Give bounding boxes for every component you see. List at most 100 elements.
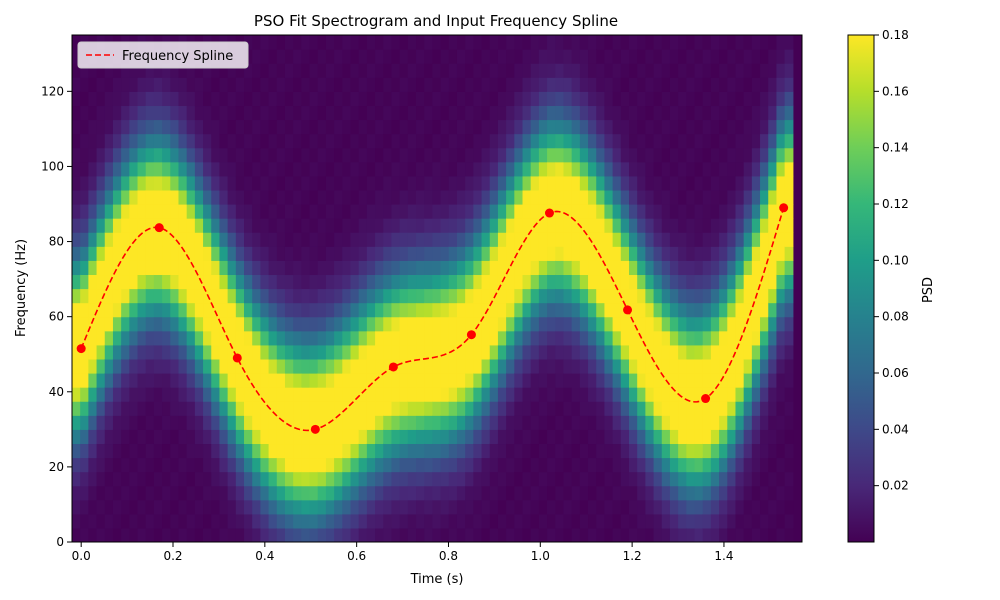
spectrogram-cell xyxy=(563,415,573,430)
spectrogram-cell xyxy=(407,288,417,304)
spectrogram-cell xyxy=(653,175,663,191)
spectrogram-cell xyxy=(473,344,483,360)
spectrogram-cell xyxy=(620,232,630,247)
spectrogram-cell xyxy=(186,429,196,445)
spectrogram-cell xyxy=(743,63,753,78)
spectrogram-cell xyxy=(579,401,589,416)
spectrogram-cell xyxy=(645,232,655,247)
spectrogram-cell xyxy=(784,471,794,487)
spline-control-point[interactable] xyxy=(232,353,242,363)
spectrogram-cell xyxy=(203,330,212,346)
spectrogram-cell xyxy=(776,499,786,515)
spectrogram-cell xyxy=(751,358,761,374)
spectrogram-cell xyxy=(260,513,270,529)
spectrogram-cell xyxy=(645,119,655,135)
spectrogram-cell xyxy=(653,35,663,50)
spectrogram-cell xyxy=(743,429,753,445)
spectrogram-cell xyxy=(276,105,286,121)
spectrogram-cell xyxy=(661,274,671,290)
spline-control-point[interactable] xyxy=(466,330,476,340)
spline-control-point[interactable] xyxy=(388,362,398,372)
spectrogram-cell xyxy=(194,387,204,402)
spline-control-point[interactable] xyxy=(779,203,789,213)
spectrogram-cell xyxy=(473,63,483,78)
spline-control-point[interactable] xyxy=(76,344,86,354)
spectrogram-cell xyxy=(563,485,573,501)
spectrogram-cell xyxy=(137,204,147,219)
spectrogram-cell xyxy=(170,513,180,529)
spectrogram-cell xyxy=(653,232,663,247)
spectrogram-cell xyxy=(694,527,704,542)
spectrogram-cell xyxy=(112,302,122,318)
spectrogram-cell xyxy=(309,49,319,64)
spectrogram-cell xyxy=(219,175,229,191)
spectrogram-cell xyxy=(121,316,130,332)
spectrogram-cell xyxy=(317,401,327,416)
spectrogram-cell xyxy=(358,175,368,191)
spectrogram-cell xyxy=(473,77,483,92)
spectrogram-cell xyxy=(768,527,778,542)
spectrogram-cell xyxy=(416,161,425,177)
spectrogram-cell xyxy=(571,387,581,402)
spectrogram-cell xyxy=(710,288,720,304)
spectrogram-cell xyxy=(768,373,778,388)
spectrogram-cell xyxy=(407,189,417,205)
spectrogram-cell xyxy=(645,189,655,205)
spectrogram-cell xyxy=(645,485,655,501)
spline-control-point[interactable] xyxy=(623,305,633,315)
spectrogram-cell xyxy=(784,204,794,219)
spectrogram-cell xyxy=(620,415,630,430)
spectrogram-cell xyxy=(104,288,114,304)
spectrogram-cell xyxy=(325,288,335,304)
spectrogram-cell xyxy=(219,527,229,542)
spectrogram-cell xyxy=(669,147,679,163)
spectrogram-cell xyxy=(219,485,229,501)
spectrogram-cell xyxy=(260,232,270,247)
spectrogram-cell xyxy=(768,330,778,346)
spectrogram-cell xyxy=(235,344,245,360)
spectrogram-cell xyxy=(719,49,728,64)
spectrogram-cell xyxy=(784,63,794,78)
spectrogram-cell xyxy=(235,161,245,177)
spectrogram-cell xyxy=(571,373,581,388)
spectrogram-cell xyxy=(325,105,335,121)
spectrogram-cell xyxy=(145,457,155,473)
spline-control-point[interactable] xyxy=(701,394,711,404)
spectrogram-cell xyxy=(334,316,343,332)
spline-control-point[interactable] xyxy=(154,223,164,233)
spectrogram-cell xyxy=(489,274,499,290)
spectrogram-cell xyxy=(375,35,384,50)
spectrogram-cell xyxy=(350,471,360,487)
spline-control-point[interactable] xyxy=(310,424,320,434)
spectrogram-cell xyxy=(293,316,302,332)
spline-control-point[interactable] xyxy=(544,208,554,218)
spectrogram-cell xyxy=(547,119,556,135)
spectrogram-cell xyxy=(80,415,89,430)
spectrogram-cell xyxy=(588,260,597,276)
x-tick-label: 1.0 xyxy=(531,549,550,563)
spectrogram-cell xyxy=(170,330,180,346)
spectrogram-cell xyxy=(252,485,261,501)
spectrogram-cell xyxy=(489,316,499,332)
spectrogram-cell xyxy=(260,49,270,64)
spectrogram-cell xyxy=(162,232,171,247)
spectrogram-cell xyxy=(669,63,679,78)
spectrogram-cell xyxy=(178,513,188,529)
spectrogram-cell xyxy=(227,91,237,107)
spectrogram-cell xyxy=(284,218,294,233)
spectrogram-cell xyxy=(112,429,122,445)
spectrogram-cell xyxy=(383,457,393,473)
spectrogram-cell xyxy=(629,218,638,233)
legend[interactable]: Frequency Spline xyxy=(77,41,249,69)
spectrogram-cell xyxy=(432,63,442,78)
spectrogram-cell xyxy=(661,35,671,50)
spectrogram-cell xyxy=(530,246,540,261)
spectrogram-cell xyxy=(448,373,458,388)
spectrogram-cell xyxy=(325,274,335,290)
spectrogram-cell xyxy=(440,274,450,290)
spectrogram-cell xyxy=(104,513,114,529)
spectrogram-cell xyxy=(129,316,139,332)
spectrogram-cell xyxy=(284,232,294,247)
spectrogram-cell xyxy=(162,133,171,149)
